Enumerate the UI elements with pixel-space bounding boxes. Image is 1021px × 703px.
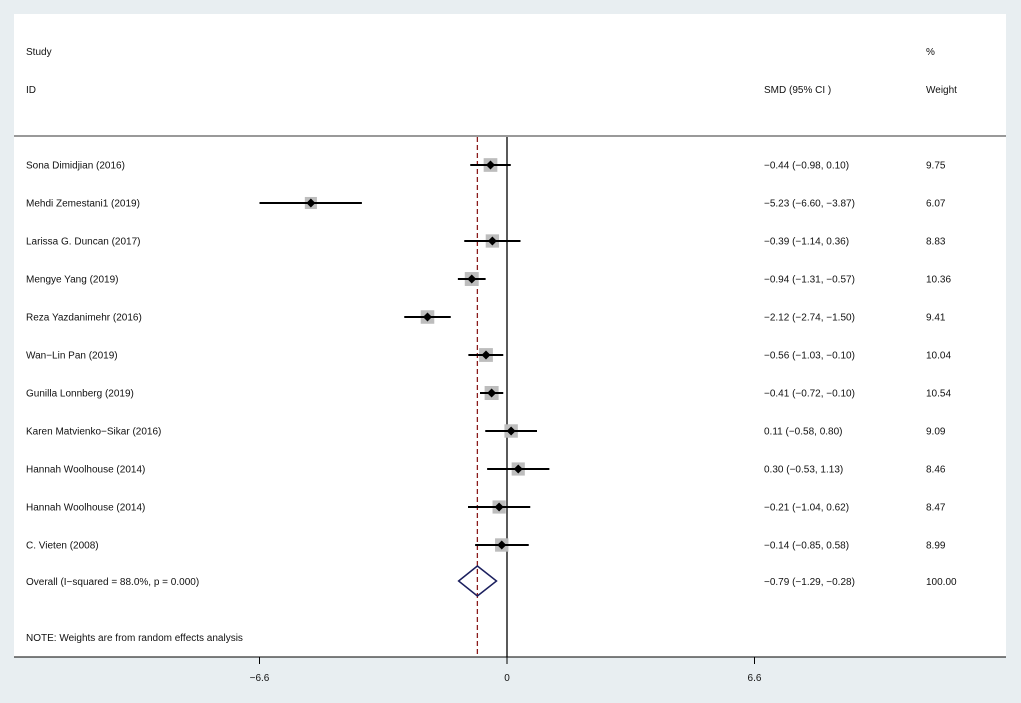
weight-text: 8.47 xyxy=(926,503,946,514)
weight-text: 8.83 xyxy=(926,237,946,248)
study-row: Mengye Yang (2019) −0.94 (−1.31, −0.57) 10… xyxy=(26,272,951,286)
header-id: ID xyxy=(26,85,36,96)
point-estimate-marker xyxy=(487,236,497,246)
study-row: Hannah Woolhouse (2014) 0.30 (−0.53, 1.13… xyxy=(26,462,946,476)
study-label: C. Vieten (2008) xyxy=(26,541,99,552)
x-axis-ticks: −6.6 0 6.6 xyxy=(250,657,762,684)
study-row: Larissa G. Duncan (2017) −0.39 (−1.14, 0.… xyxy=(26,234,946,248)
header-effect: SMD (95% CI ) xyxy=(764,85,831,96)
weight-text: 9.09 xyxy=(926,427,946,438)
study-label: Mehdi Zemestani1 (2019) xyxy=(26,199,140,210)
overall-weight-text: 100.00 xyxy=(926,577,957,588)
study-label: Larissa G. Duncan (2017) xyxy=(26,237,141,248)
point-estimate-marker xyxy=(487,388,497,398)
study-row: C. Vieten (2008) −0.14 (−0.85, 0.58) 8.99 xyxy=(26,538,946,552)
ci-text: −0.41 (−0.72, −0.10) xyxy=(764,389,855,400)
study-row: Gunilla Lonnberg (2019) −0.41 (−0.72, −0.… xyxy=(26,386,951,400)
x-tick-label: −6.6 xyxy=(250,673,270,684)
header-percent: % xyxy=(926,47,935,58)
ci-text: −0.21 (−1.04, 0.62) xyxy=(764,503,849,514)
study-row: Reza Yazdanimehr (2016) −2.12 (−2.74, −1.… xyxy=(26,310,946,324)
point-estimate-marker xyxy=(486,160,495,170)
study-label: Gunilla Lonnberg (2019) xyxy=(26,389,134,400)
point-estimate-marker xyxy=(494,502,504,512)
x-tick-label: 6.6 xyxy=(748,673,762,684)
note-text: NOTE: Weights are from random effects an… xyxy=(26,633,243,644)
study-row: Hannah Woolhouse (2014) −0.21 (−1.04, 0.6… xyxy=(26,500,946,514)
overall-diamond xyxy=(457,565,498,597)
weight-text: 10.36 xyxy=(926,275,951,286)
ci-text: 0.11 (−0.58, 0.80) xyxy=(764,427,842,438)
study-label: Reza Yazdanimehr (2016) xyxy=(26,313,142,324)
point-estimate-marker xyxy=(467,274,477,284)
x-tick-label: 0 xyxy=(504,673,510,684)
point-estimate-marker xyxy=(497,540,507,550)
weight-text: 10.04 xyxy=(926,351,951,362)
study-row: Wan−Lin Pan (2019) −0.56 (−1.03, −0.10) 10… xyxy=(26,348,951,362)
ci-text: −0.94 (−1.31, −0.57) xyxy=(764,275,855,286)
weight-text: 8.99 xyxy=(926,541,946,552)
point-estimate-marker xyxy=(481,350,491,360)
study-label: Mengye Yang (2019) xyxy=(26,275,118,286)
ci-text: −0.14 (−0.85, 0.58) xyxy=(764,541,849,552)
ci-text: −2.12 (−2.74, −1.50) xyxy=(764,313,855,324)
point-estimate-marker xyxy=(513,464,523,474)
weight-text: 6.07 xyxy=(926,199,946,210)
study-label: Karen Matvienko−Sikar (2016) xyxy=(26,427,161,438)
point-estimate-marker xyxy=(506,426,516,436)
overall-label: Overall (I−squared = 88.0%, p = 0.000) xyxy=(26,577,199,588)
study-row: Mehdi Zemestani1 (2019) −5.23 (−6.60, −3.… xyxy=(26,196,946,210)
weight-text: 10.54 xyxy=(926,389,951,400)
weight-text: 8.46 xyxy=(926,465,946,476)
study-row: Sona Dimidjian (2016) −0.44 (−0.98, 0.10)… xyxy=(26,158,946,172)
ci-text: −0.44 (−0.98, 0.10) xyxy=(764,161,849,172)
plot-panel xyxy=(14,14,1006,657)
weight-text: 9.41 xyxy=(926,313,946,324)
overall-ci-text: −0.79 (−1.29, −0.28) xyxy=(764,577,855,588)
header-weight: Weight xyxy=(926,85,957,96)
ci-text: 0.30 (−0.53, 1.13) xyxy=(764,465,843,476)
point-estimate-marker xyxy=(306,198,316,208)
point-estimate-marker xyxy=(423,312,432,322)
study-rows: Sona Dimidjian (2016) −0.44 (−0.98, 0.10)… xyxy=(26,158,951,552)
study-label: Hannah Woolhouse (2014) xyxy=(26,503,145,514)
study-label: Hannah Woolhouse (2014) xyxy=(26,465,145,476)
header-study: Study xyxy=(26,47,52,58)
ci-text: −5.23 (−6.60, −3.87) xyxy=(764,199,855,210)
study-label: Sona Dimidjian (2016) xyxy=(26,161,125,172)
study-label: Wan−Lin Pan (2019) xyxy=(26,351,118,362)
ci-text: −0.56 (−1.03, −0.10) xyxy=(764,351,855,362)
ci-text: −0.39 (−1.14, 0.36) xyxy=(764,237,849,248)
weight-text: 9.75 xyxy=(926,161,946,172)
study-row: Karen Matvienko−Sikar (2016) 0.11 (−0.58,… xyxy=(26,424,946,438)
